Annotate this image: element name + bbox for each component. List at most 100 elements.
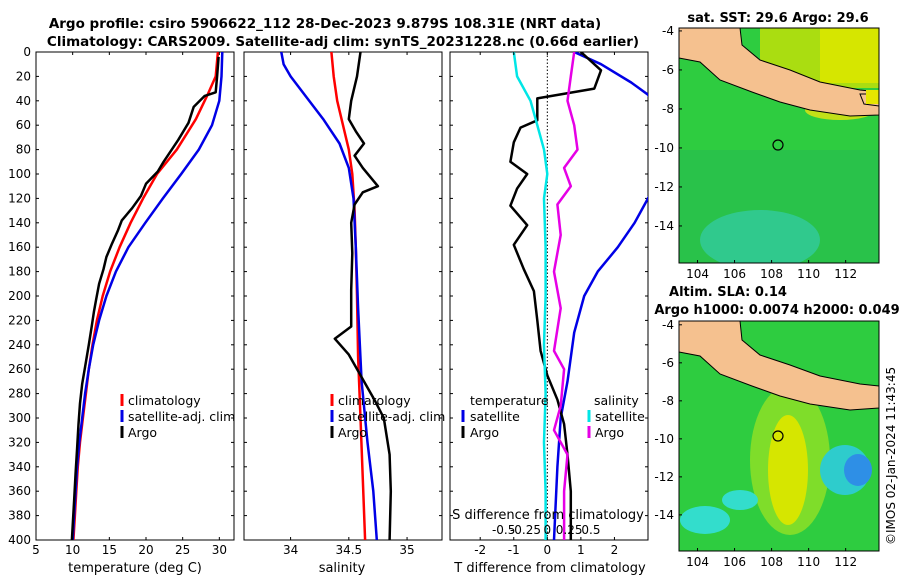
s-tick-label: -0.5 (492, 523, 515, 537)
depth-tick-label: 400 (8, 533, 31, 547)
x-tick-label: 15 (102, 543, 117, 557)
legend-argo: Argo (128, 425, 157, 440)
depth-tick-label: 120 (8, 191, 31, 205)
legend-s-argo: Argo (595, 425, 624, 440)
map-y-tick-label: -8 (662, 394, 674, 408)
map-y-tick-label: -14 (654, 508, 674, 522)
depth-tick-label: 40 (16, 94, 31, 108)
x-tick-label: 2 (611, 543, 619, 557)
s-tick-label: 0.25 (556, 523, 583, 537)
map-y-tick-label: -12 (654, 180, 674, 194)
map-x-tick-label: 110 (797, 555, 820, 569)
temperature-xlabel: temperature (deg C) (68, 561, 202, 576)
map-x-tick-label: 112 (834, 555, 857, 569)
x-tick-label: 35 (399, 543, 414, 557)
map-y-tick-label: -6 (662, 63, 674, 77)
map-x-tick-label: 106 (723, 267, 746, 281)
series-satellite-adj-clim (71, 52, 224, 540)
salinity-panel (243, 51, 443, 541)
map-x-tick-label: 106 (723, 555, 746, 569)
sla-map-axes: -4 -6 -8 -10 -12 -14 104 106 108 110 112 (654, 318, 857, 569)
depth-tick-label: 20 (16, 69, 31, 83)
depth-tick-label: 380 (8, 509, 31, 523)
legend-argo: Argo (338, 425, 367, 440)
x-tick-label: 10 (65, 543, 80, 557)
x-tick-label: 34 (283, 543, 298, 557)
sst-map-axes: -4 -6 -8 -10 -12 -14 104 106 108 110 112 (654, 24, 857, 281)
salinity-plot (280, 52, 393, 540)
depth-tick-label: 360 (8, 484, 31, 498)
s-tick-label: 0 (544, 523, 552, 537)
series-argo (70, 56, 220, 540)
x-tick-labels: 5 10 15 20 25 30 34 34.5 35 -2 -1 0 1 2 (32, 52, 618, 557)
argo-position-marker (772, 430, 784, 442)
difference-panel (449, 51, 649, 541)
sla-map-title: Altim. SLA: 0.14 (669, 285, 787, 300)
depth-tick-label: 280 (8, 387, 31, 401)
s-difference-ticks: -0.5-0.25 0 0.250.5 (492, 523, 601, 537)
map-x-tick-label: 112 (834, 267, 857, 281)
depth-tick-label: 200 (8, 289, 31, 303)
map-y-tick-label: -10 (654, 141, 674, 155)
salinity-xlabel: salinity (319, 561, 366, 576)
temperature-legend: climatology satellite-adj. clim Argo (120, 393, 235, 440)
depth-axis: 0 20 40 60 80 100 120 140 160 180 200 220 240 260 280 3… (8, 45, 648, 547)
map-x-tick-label: 104 (686, 267, 709, 281)
legend-t-argo: Argo (470, 425, 499, 440)
legend-s-satellite: satellite (595, 409, 645, 424)
map-x-tick-label: 108 (760, 267, 783, 281)
legend-t-satellite: satellite (470, 409, 520, 424)
java-island (679, 28, 879, 117)
x-tick-label: 30 (212, 543, 227, 557)
map-y-tick-label: -8 (662, 102, 674, 116)
map-x-tick-label: 110 (797, 267, 820, 281)
map-x-tick-label: 108 (760, 555, 783, 569)
depth-tick-label: 0 (23, 45, 31, 59)
difference-legend: temperature satellite Argo salinity sate… (461, 393, 645, 440)
map-y-tick-label: -12 (654, 470, 674, 484)
temperature-panel (35, 51, 235, 541)
map-x-tick-label: 104 (686, 555, 709, 569)
map-y-tick-label: -6 (662, 356, 674, 370)
watermark: ©IMOS 02-Jan-2024 11:43:45 (884, 367, 898, 545)
difference-plot (509, 52, 648, 540)
sst-map (679, 28, 879, 263)
legend-satellite-adj: satellite-adj. clim (338, 409, 445, 424)
legend-climatology: climatology (128, 393, 201, 408)
x-tick-label: 20 (138, 543, 153, 557)
depth-tick-label: 140 (8, 216, 31, 230)
s-difference-label: S difference from climatology (452, 508, 644, 523)
title-line1: Argo profile: csiro 5906622_112 28-Dec-2… (49, 16, 601, 32)
x-tick-label: 34.5 (335, 543, 362, 557)
map-y-tick-label: -4 (662, 318, 674, 332)
depth-tick-label: 260 (8, 362, 31, 376)
s-tick-label: 0.5 (581, 523, 600, 537)
sla-map (679, 321, 879, 551)
t-difference-xlabel: T difference from climatology (453, 561, 646, 576)
depth-tick-label: 240 (8, 338, 31, 352)
title-line2: Climatology: CARS2009. Satellite-adj cli… (47, 34, 639, 50)
depth-tick-label: 180 (8, 265, 31, 279)
map-y-tick-label: -4 (662, 24, 674, 38)
series-salinity-satellite (512, 52, 549, 540)
x-tick-label: -1 (508, 543, 520, 557)
depth-tick-label: 80 (16, 143, 31, 157)
salinity-legend: climatology satellite-adj. clim Argo (330, 393, 445, 440)
x-tick-label: 1 (577, 543, 585, 557)
depth-tick-label: 220 (8, 313, 31, 327)
series-argo (333, 52, 393, 540)
x-tick-label: 5 (32, 543, 40, 557)
x-tick-label: -2 (474, 543, 486, 557)
depth-tick-label: 320 (8, 435, 31, 449)
argo-position-marker (772, 139, 784, 151)
map-y-tick-label: -14 (654, 219, 674, 233)
depth-tick-label: 300 (8, 411, 31, 425)
legend-temperature-title: temperature (470, 393, 549, 408)
series-temperature-satellite (573, 52, 648, 98)
depth-tick-label: 100 (8, 167, 31, 181)
x-tick-label: 25 (175, 543, 190, 557)
legend-salinity-title: salinity (594, 393, 639, 408)
depth-tick-label: 160 (8, 240, 31, 254)
depth-tick-label: 340 (8, 460, 31, 474)
